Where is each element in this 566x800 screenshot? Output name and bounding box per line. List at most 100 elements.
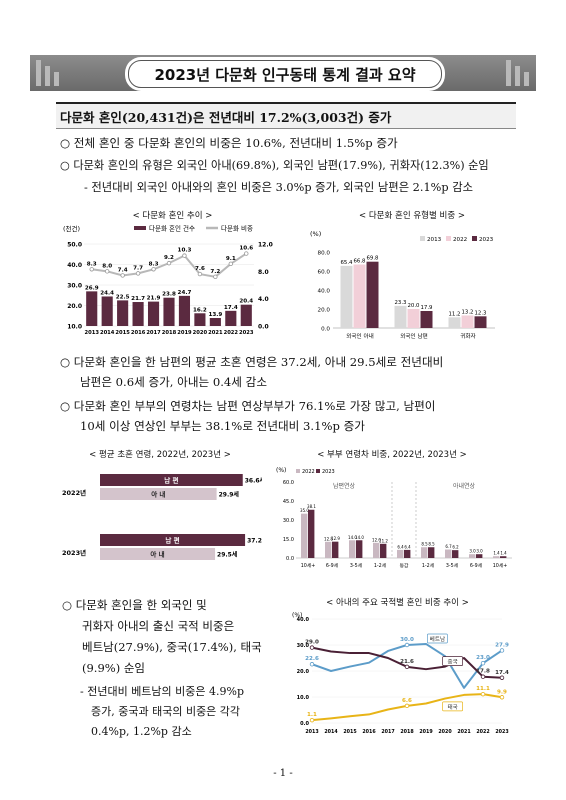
chart-1-line-label: 10.6	[239, 246, 253, 252]
chart-2-legend-label: 2013	[427, 237, 442, 243]
chart-1-bar-label: 21.7	[131, 296, 145, 302]
chart-2-legend-swatch	[420, 236, 425, 241]
chart-3-bar	[100, 488, 217, 500]
chart-1-line-label: 9.1	[226, 256, 236, 262]
chart-4-bar	[301, 513, 308, 558]
chart-5-xtick: 2017	[381, 729, 394, 735]
chart-4-bar	[493, 556, 500, 558]
chart-2-bar-label: 11.2	[448, 311, 460, 317]
chart-5-ytick: 10.0	[297, 695, 310, 701]
chart-2-xtick: 외국인 아내	[346, 332, 374, 340]
chart-4-xtick: 10세+	[301, 562, 316, 569]
bullet-5-line-1: ○ 다문화 혼인을 한 외국인 및	[62, 598, 207, 612]
chart-1-ytick-left: 20.0	[67, 303, 82, 310]
chart-1-ytick-right: 8.0	[258, 269, 269, 276]
chart-1-bar	[147, 301, 160, 326]
chart-1-line-label: 8.3	[149, 261, 159, 267]
chart-1-xtick: 2019	[177, 330, 192, 336]
chart-4-bar-label: 11.2	[379, 538, 388, 543]
chart-3-bar-category: 아 내	[150, 550, 164, 559]
chart-2-legend-swatch	[472, 236, 477, 241]
chart-2-bar	[340, 265, 353, 328]
chart-2-bar-label: 17.9	[420, 305, 433, 311]
chart-2-bar-label: 12.3	[474, 310, 486, 316]
chart-1-line-point	[244, 251, 249, 256]
chart-1-unit: (천건)	[63, 224, 80, 233]
chart-4-legend-swatch	[316, 469, 320, 473]
chart-1-bar	[209, 318, 221, 326]
chart-2-bar-label: 20.0	[407, 303, 420, 309]
chart-4-bar	[428, 547, 435, 558]
chart-1-ytick-left: 50.0	[67, 242, 82, 249]
chart-2-bar-label: 66.8	[353, 259, 366, 265]
chart-3-bar	[100, 548, 216, 560]
chart-4-bar	[349, 540, 356, 558]
chart-1-xtick: 2017	[146, 330, 161, 336]
chart-5-xtick: 2016	[362, 729, 376, 735]
chart-5-point	[309, 662, 315, 667]
chart-2-bar	[394, 305, 407, 328]
chart-5-series-name-box	[427, 633, 448, 644]
chart-1-line-label: 9.2	[164, 255, 174, 261]
chart-4-ytick: 45.0	[283, 499, 294, 505]
chart-4-ytick: 30.0	[283, 518, 294, 524]
chart-5-point-label: 11.1	[476, 686, 490, 692]
chart-5-point	[480, 691, 486, 697]
chart-5-point	[499, 675, 505, 680]
chart-1-xtick: 2013	[85, 330, 100, 336]
chart-2-xtick: 외국인 남편	[400, 332, 428, 340]
chart-4-group-husband-older: 남편연상	[333, 482, 356, 490]
chart-5-xtick: 2023	[495, 729, 508, 735]
page-title: 2023년 다문화 인구동태 통계 결과 요약	[128, 60, 442, 88]
chart-4-bar	[397, 549, 404, 558]
chart-1-xtick: 2022	[224, 330, 239, 336]
chart-1-ytick-right: 0.0	[258, 324, 269, 331]
chart-4-group-wife-older: 아내연상	[453, 482, 476, 490]
bullet-5: ○ 다문화 혼인을 한 외국인 및 귀화자 아내의 출신 국적 비중은 베트남(…	[62, 595, 262, 679]
chart-5-point-label: 22.6	[305, 656, 319, 662]
chart-2-bar-label: 23.3	[394, 300, 406, 306]
chart-4-bar	[452, 550, 459, 558]
chart-5-point	[309, 645, 315, 650]
chart-4-age-gap: (%) 0.0 15.0 30.0 45.0 60.0 2022 2023 남편연상 아내연상 1…	[276, 467, 512, 569]
chart-2-ytick: 40.0	[318, 289, 331, 295]
chart-4-bar	[373, 542, 380, 558]
chart-2-bar	[461, 315, 474, 328]
chart-1-bar-label: 16.2	[193, 307, 207, 313]
chart-5-xtick: 2022	[476, 729, 489, 735]
chart-1-xtick: 2020	[193, 330, 208, 336]
bullet-1: ○ 전체 혼인 중 다문화 혼인의 비중은 10.6%, 전년대비 1.5%p …	[60, 136, 398, 150]
chart-2-bar	[407, 309, 420, 328]
chart-1-xtick: 2021	[208, 330, 223, 336]
chart-4-bar	[500, 556, 507, 558]
chart-4-xtick: 동갑	[400, 562, 409, 569]
chart-5-ytick: 30.0	[297, 643, 310, 649]
chart-5-point-label: 6.6	[402, 698, 412, 704]
chart-1-line-point	[120, 273, 125, 278]
chart-5-xtick: 2015	[343, 729, 356, 735]
chart-4-legend-label: 2023	[322, 469, 335, 475]
chart-5-point	[499, 695, 505, 700]
chart-5-series-name: 베트남	[430, 635, 445, 643]
chart-4-bar-label: 12.9	[331, 536, 340, 541]
chart-5-point-label: 21.6	[400, 659, 414, 665]
chart-2-bar	[420, 310, 433, 328]
chart-4-bar	[325, 541, 332, 558]
chart-1-xtick: 2018	[162, 330, 177, 336]
chart-4-bar-label: 1.4	[493, 551, 500, 556]
chart-1-bar-label: 26.9	[85, 285, 99, 291]
chart-5-nationality-trend: (%) 0.0 10.0 20.0 30.0 40.0 2013 2014 2015 2016 2…	[292, 612, 509, 735]
chart-3-bar-value: 29.9세	[219, 491, 240, 499]
chart-1-xtick: 2016	[131, 330, 146, 336]
page-number: - 1 -	[273, 768, 293, 779]
chart-3-year-label: 2023년	[62, 548, 86, 557]
chart-1-bar	[225, 310, 237, 326]
chart-2-bar	[474, 316, 487, 328]
chart-4-unit: (%)	[276, 467, 286, 474]
chart-1-line-label: 7.6	[195, 266, 205, 272]
chart-4-legend-label: 2022	[302, 469, 315, 475]
chart-2-legend-label: 2023	[479, 237, 494, 243]
chart-4-bar	[476, 554, 483, 558]
chart-5-title: < 아내의 주요 국적별 혼인 비중 추이 >	[326, 598, 469, 608]
chart-1-ytick-left: 10.0	[67, 324, 82, 331]
